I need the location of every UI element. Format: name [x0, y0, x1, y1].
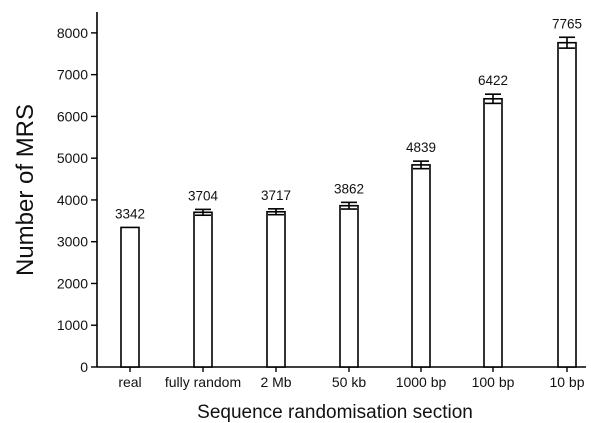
bar-value-label: 6422 [478, 73, 508, 88]
bar-value-label: 3717 [261, 188, 291, 203]
bar [557, 41, 577, 368]
x-tick-label: real [118, 374, 141, 390]
bar-value-label: 3862 [334, 181, 364, 196]
x-tick-label: fully random [165, 374, 241, 390]
y-tick-label: 3000 [57, 234, 88, 250]
y-ticks: 0 1000 2000 3000 4000 5000 6000 7000 8000 [57, 25, 97, 375]
y-tick-label: 6000 [57, 108, 88, 124]
bar [266, 210, 286, 368]
y-tick-label: 4000 [57, 192, 88, 208]
bar-value-label: 3342 [115, 206, 145, 221]
y-tick-label: 2000 [57, 275, 88, 291]
value-labels: 3342 3704 3717 3862 4839 6422 7765 [115, 16, 582, 221]
bar [483, 97, 503, 368]
y-axis-title: Number of MRS [12, 104, 39, 276]
bar [411, 164, 431, 368]
x-ticks: real fully random 2 Mb 50 kb 1000 bp 100 bp 10… [118, 367, 585, 390]
y-tick-label: 5000 [57, 150, 88, 166]
bar-value-label: 3704 [188, 188, 219, 203]
x-tick-label: 50 kb [332, 374, 366, 390]
error-bars [195, 36, 575, 217]
x-tick-label: 10 bp [549, 374, 584, 390]
bar [339, 204, 359, 368]
y-tick-label: 0 [80, 359, 88, 375]
y-tick-label: 8000 [57, 25, 88, 41]
bar [193, 211, 213, 368]
bar [120, 226, 140, 368]
bar-value-label: 4839 [406, 140, 436, 155]
y-tick-label: 7000 [57, 67, 88, 83]
x-tick-label: 2 Mb [260, 374, 291, 390]
x-tick-label: 100 bp [472, 374, 515, 390]
x-axis-title: Sequence randomisation section [197, 402, 473, 423]
x-tick-label: 1000 bp [396, 374, 447, 390]
bar-value-label: 7765 [552, 16, 582, 31]
y-tick-label: 1000 [57, 317, 88, 333]
